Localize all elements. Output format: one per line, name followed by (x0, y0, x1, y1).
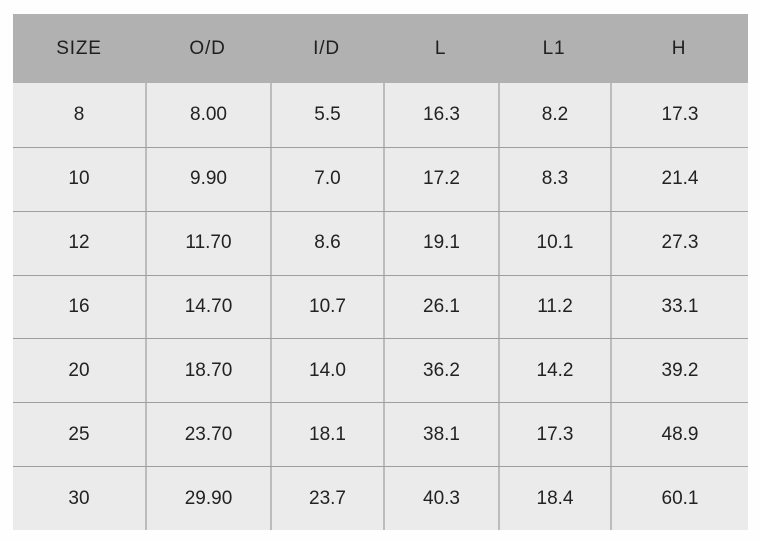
table-cell: 5.5 (270, 83, 383, 147)
table-cell: 40.3 (383, 467, 498, 530)
table-cell: 8.2 (498, 83, 610, 147)
size-spec-table: SIZE O/D I/D L L1 H 8 8.00 5.5 16.3 8.2 … (13, 14, 748, 530)
table-cell: 33.1 (610, 275, 748, 339)
table-cell: 12 (68, 232, 90, 254)
column-header-l: L (434, 37, 447, 59)
table-body: 8 8.00 5.5 16.3 8.2 17.3 10 9.90 7.0 17.… (13, 83, 748, 530)
table-cell: 9.90 (145, 147, 270, 211)
table-row: 16 14.70 10.7 26.1 11.2 33.1 (13, 274, 748, 339)
table-cell: 39.2 (610, 339, 748, 403)
table-cell: 17.3 (498, 403, 610, 467)
column-header-od: O/D (189, 37, 226, 59)
table-row: 20 18.70 14.0 36.2 14.2 39.2 (13, 338, 748, 403)
column-header-h: H (671, 37, 687, 59)
table-cell: 8.00 (145, 83, 270, 147)
table-cell: 16 (68, 295, 90, 317)
table-cell: 60.1 (610, 467, 748, 530)
table-header-row: SIZE O/D I/D L L1 H (13, 14, 748, 83)
table-cell: 48.9 (610, 403, 748, 467)
column-header-l1: L1 (542, 37, 566, 59)
table-row: 10 9.90 7.0 17.2 8.3 21.4 (13, 146, 748, 211)
table-row: 25 23.70 18.1 38.1 17.3 48.9 (13, 402, 748, 467)
table-cell: 18.1 (270, 403, 383, 467)
table-cell: 8.6 (270, 211, 383, 275)
table-cell: 27.3 (610, 211, 748, 275)
table-cell: 36.2 (383, 339, 498, 403)
table-cell: 29.90 (145, 467, 270, 530)
table-cell: 17.2 (383, 147, 498, 211)
table-cell: 8 (73, 103, 85, 125)
table-cell: 10.7 (270, 275, 383, 339)
table-cell: 19.1 (383, 211, 498, 275)
table-row: 12 11.70 8.6 19.1 10.1 27.3 (13, 210, 748, 275)
table-cell: 7.0 (270, 147, 383, 211)
table-cell: 10 (68, 168, 90, 190)
table-cell: 14.70 (145, 275, 270, 339)
table-cell: 38.1 (383, 403, 498, 467)
table-cell: 25 (68, 423, 90, 445)
table-cell: 10.1 (498, 211, 610, 275)
table-cell: 30 (68, 487, 90, 509)
table-cell: 18.70 (145, 339, 270, 403)
table-cell: 21.4 (610, 147, 748, 211)
table-cell: 26.1 (383, 275, 498, 339)
table-cell: 11.2 (498, 275, 610, 339)
table-cell: 17.3 (610, 83, 748, 147)
table-cell: 20 (68, 359, 90, 381)
column-header-size: SIZE (56, 37, 102, 59)
table-cell: 23.7 (270, 467, 383, 530)
table-cell: 8.3 (498, 147, 610, 211)
table-cell: 18.4 (498, 467, 610, 530)
table-cell: 16.3 (383, 83, 498, 147)
table-row: 30 29.90 23.7 40.3 18.4 60.1 (13, 466, 748, 530)
table-row: 8 8.00 5.5 16.3 8.2 17.3 (13, 83, 748, 147)
table-cell: 23.70 (145, 403, 270, 467)
table-cell: 14.2 (498, 339, 610, 403)
table-cell: 11.70 (145, 211, 270, 275)
column-header-id: I/D (313, 37, 340, 59)
table-cell: 14.0 (270, 339, 383, 403)
